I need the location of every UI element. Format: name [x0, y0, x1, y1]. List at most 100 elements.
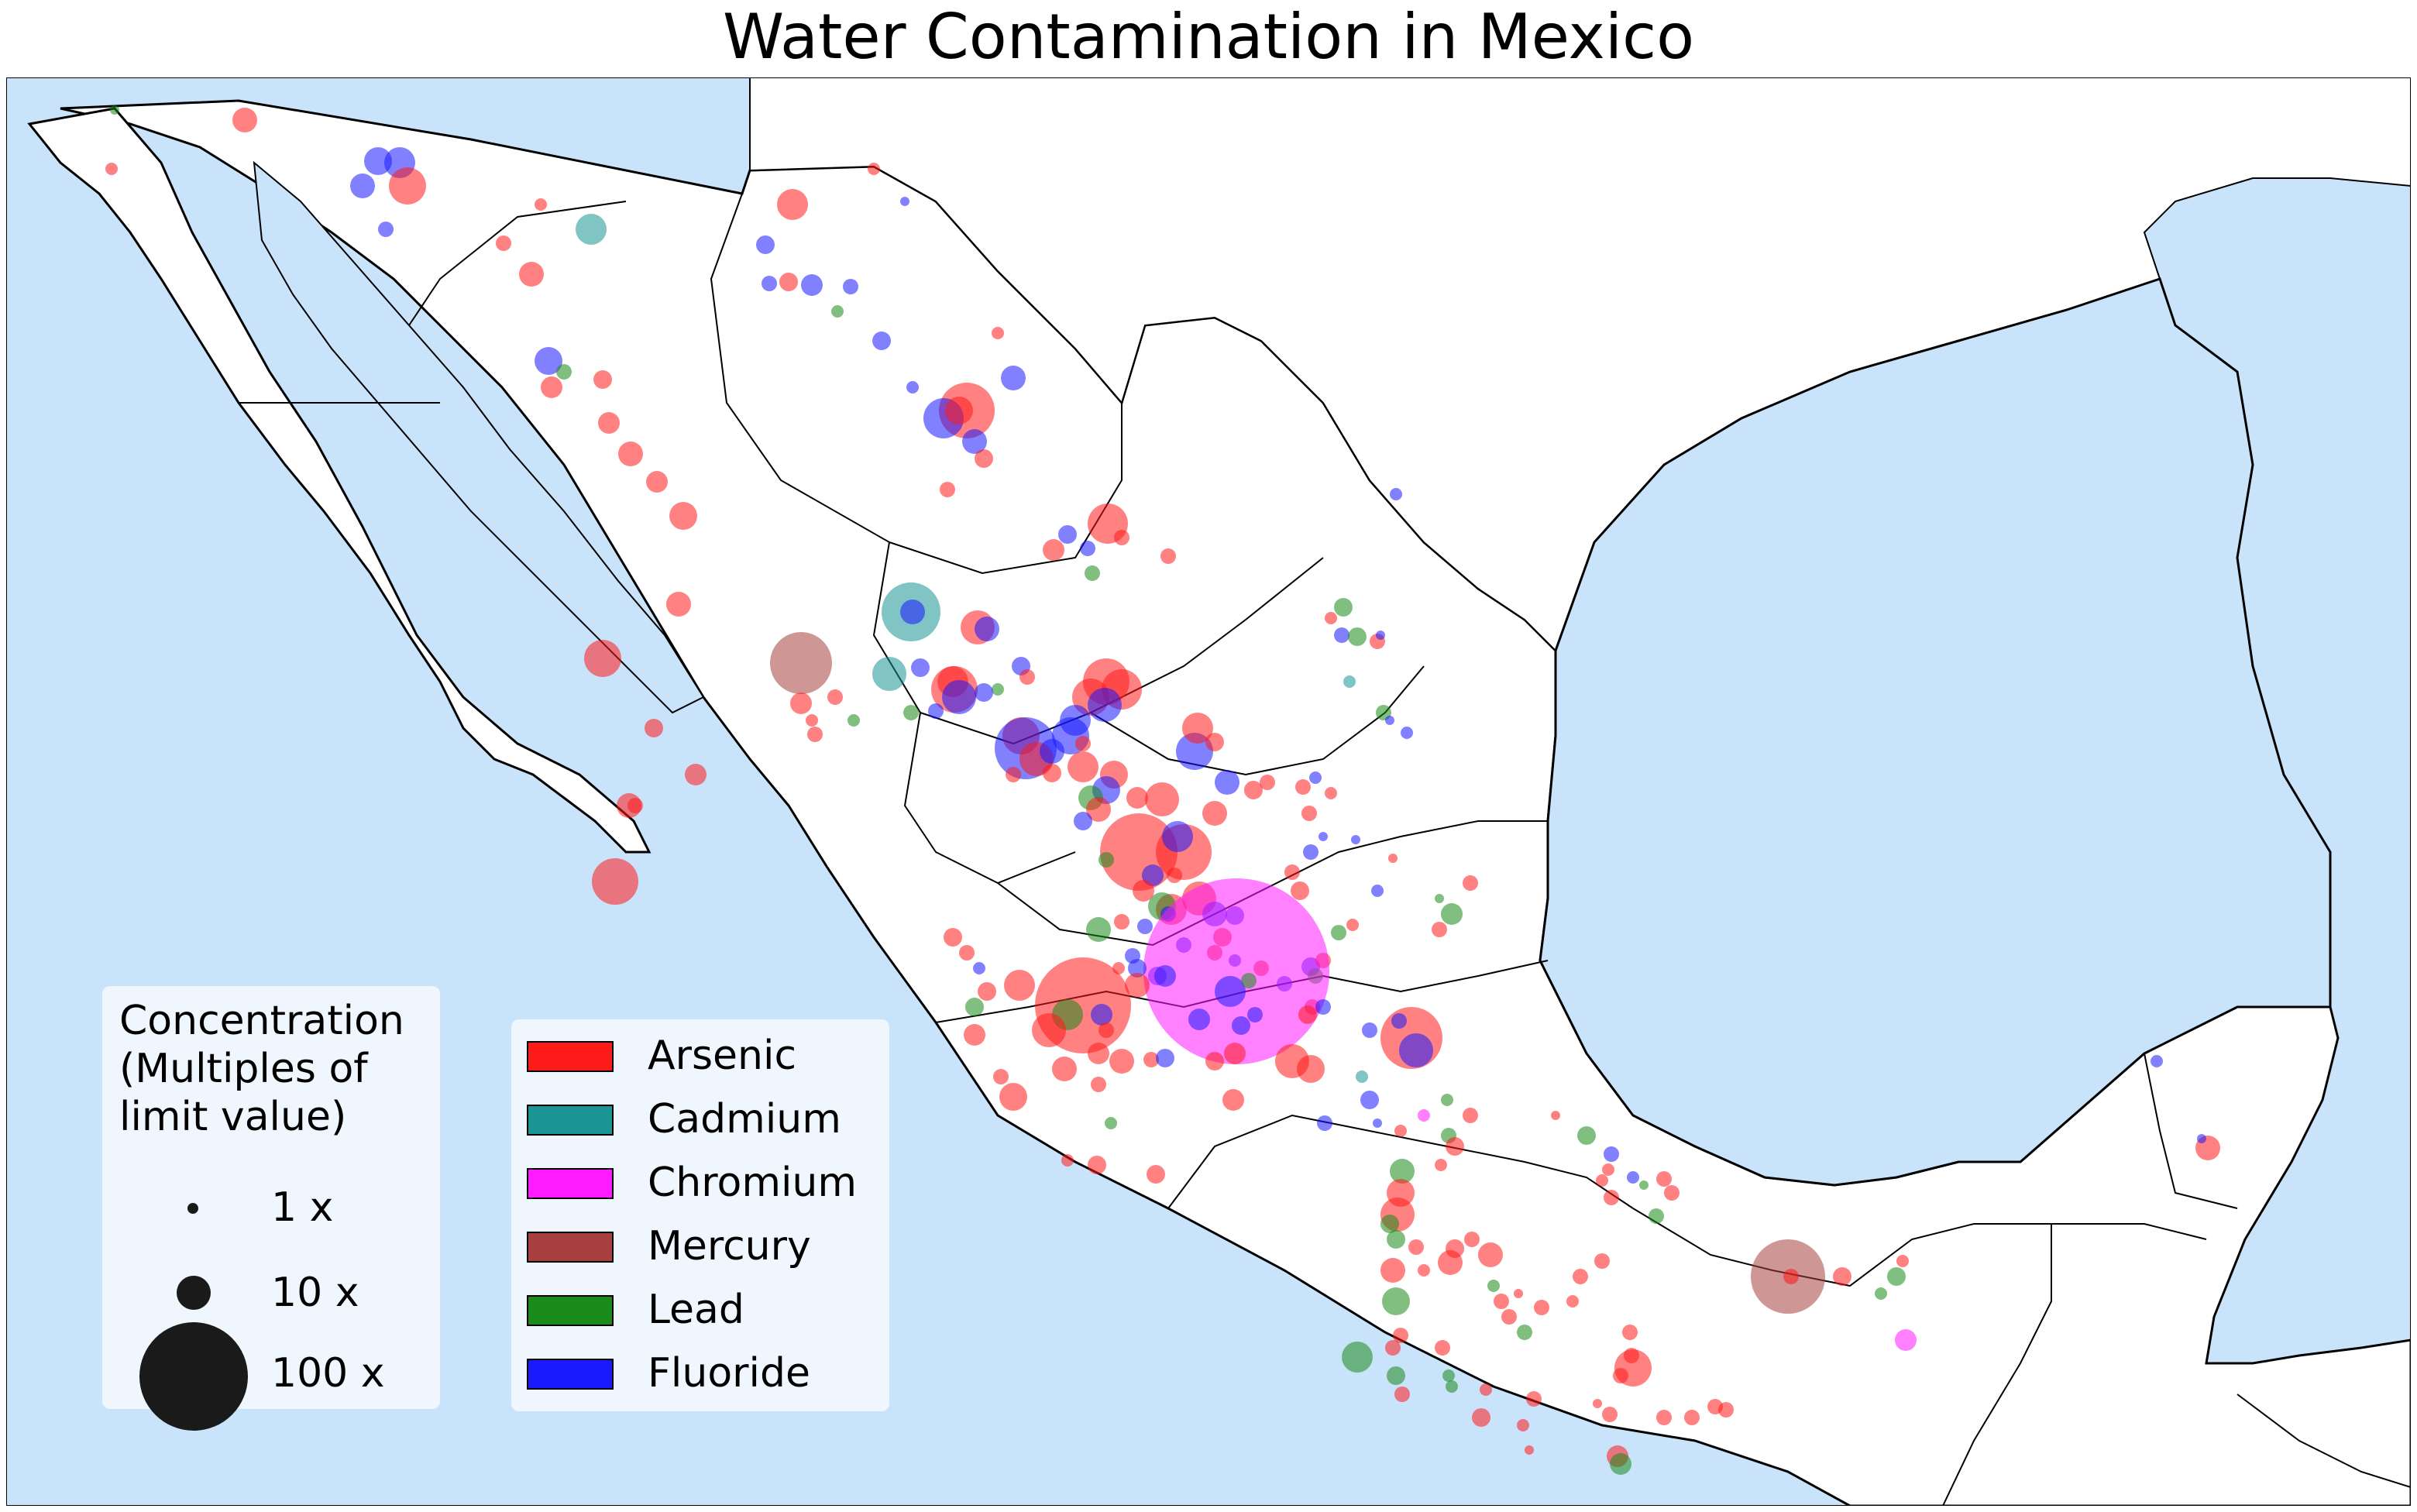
- contamination-marker: [942, 680, 976, 714]
- size-dot-100x: [139, 1322, 248, 1431]
- contamination-marker: [1604, 1146, 1619, 1162]
- contamination-marker: [1382, 1287, 1410, 1315]
- size-label-10x: 10 x: [271, 1270, 359, 1316]
- contamination-marker: [1376, 631, 1385, 640]
- contamination-marker: [1394, 1387, 1410, 1402]
- contamination-marker: [1342, 1342, 1373, 1373]
- contamination-marker: [1114, 914, 1129, 930]
- contamination-marker: [1331, 925, 1346, 940]
- contamination-marker: [1480, 1383, 1492, 1396]
- contamination-marker: [1205, 733, 1224, 751]
- contamination-marker: [1125, 973, 1150, 998]
- contamination-marker: [535, 347, 562, 375]
- contamination-marker: [666, 592, 691, 617]
- contamination-marker: [645, 719, 663, 737]
- contamination-marker: [1112, 962, 1125, 974]
- contamination-marker: [1577, 1126, 1596, 1145]
- contamination-marker: [1315, 999, 1331, 1015]
- contamination-marker: [944, 928, 962, 947]
- contamination-marker: [1154, 965, 1176, 987]
- contamination-marker: [1040, 739, 1064, 764]
- contamination-marker: [978, 982, 996, 1001]
- contamination-marker: [1464, 1232, 1480, 1247]
- contamination-marker: [903, 705, 919, 720]
- contamination-marker: [770, 632, 832, 694]
- contamination-marker: [593, 370, 612, 389]
- baja-california-landmass: [27, 107, 652, 854]
- contamination-marker: [2197, 1134, 2206, 1143]
- contamination-marker: [1325, 787, 1337, 799]
- contamination-marker: [232, 108, 257, 132]
- contamination-marker: [105, 163, 118, 175]
- contamination-marker: [1232, 1016, 1250, 1035]
- contamination-marker: [1346, 919, 1359, 931]
- contamination-marker: [1833, 1267, 1851, 1286]
- contamination-marker: [1043, 539, 1064, 561]
- contamination-marker: [872, 332, 891, 350]
- contamination-marker: [535, 198, 547, 211]
- contamination-marker: [584, 640, 621, 677]
- contamination-marker: [975, 449, 993, 468]
- contamination-marker: [1222, 1089, 1244, 1111]
- contamination-marker: [1517, 1325, 1532, 1340]
- contamination-marker: [1126, 787, 1148, 809]
- size-dot-1x: [187, 1203, 198, 1214]
- contamination-marker: [1260, 775, 1275, 790]
- size-legend-title-line-3: limit value): [119, 1094, 347, 1140]
- contamination-marker: [1284, 864, 1300, 880]
- contamination-marker: [1215, 770, 1239, 795]
- contamination-marker: [1137, 919, 1153, 934]
- contamination-marker: [1188, 1009, 1210, 1030]
- contamination-marker: [592, 858, 638, 905]
- contamination-marker: [1143, 1052, 1159, 1067]
- contamination-marker: [975, 617, 999, 641]
- gulf-of-california: [253, 160, 705, 714]
- contamination-marker: [1145, 782, 1179, 816]
- contamination-marker: [1418, 1264, 1430, 1277]
- contamination-marker: [1006, 767, 1021, 782]
- contamination-marker: [1446, 1380, 1458, 1393]
- contamination-marker: [872, 657, 906, 691]
- contamination-marker: [1373, 1119, 1382, 1128]
- contamination-marker: [1301, 806, 1317, 821]
- contamination-marker: [1319, 832, 1328, 841]
- contamination-marker: [1160, 548, 1176, 564]
- contamination-marker: [2151, 1055, 2163, 1067]
- contamination-marker: [389, 167, 426, 204]
- contamination-marker: [1091, 1077, 1106, 1092]
- contamination-marker: [1147, 1165, 1165, 1184]
- contamination-marker: [1362, 1022, 1377, 1038]
- contamination-marker: [1371, 885, 1384, 897]
- contamination-marker: [992, 683, 1004, 696]
- contamination-marker: [1325, 612, 1337, 624]
- contamination-marker: [1167, 868, 1182, 883]
- contamination-marker: [618, 442, 643, 466]
- contamination-marker: [1472, 1408, 1490, 1427]
- contamination-marker: [669, 502, 697, 530]
- contamination-marker: [1085, 565, 1100, 581]
- contamination-marker: [1343, 675, 1356, 688]
- contamination-marker: [1401, 727, 1413, 739]
- contamination-marker: [1091, 1004, 1112, 1026]
- contamination-marker: [1088, 688, 1122, 722]
- contamination-marker: [1593, 1399, 1602, 1408]
- contamination-marker: [1351, 835, 1360, 844]
- contamination-marker: [964, 1024, 985, 1046]
- lead-swatch: [527, 1295, 614, 1326]
- contamination-marker: [940, 482, 955, 497]
- contamination-marker: [973, 962, 985, 974]
- contamination-marker: [1463, 875, 1478, 891]
- contamination-marker: [1156, 1049, 1174, 1067]
- contamination-marker: [1058, 525, 1077, 544]
- contamination-marker: [646, 471, 668, 493]
- contamination-marker: [1435, 1340, 1450, 1356]
- contamination-marker: [556, 364, 572, 380]
- contamination-marker: [1408, 1239, 1424, 1255]
- contamination-marker: [1594, 1253, 1610, 1269]
- chromium-swatch: [527, 1168, 614, 1199]
- contamination-marker: [1896, 1255, 1909, 1267]
- contamination-marker: [1875, 1287, 1887, 1300]
- contamination-marker: [685, 764, 707, 785]
- contamination-marker: [959, 945, 975, 960]
- size-legend-title-line-2: (Multiples of: [119, 1046, 368, 1092]
